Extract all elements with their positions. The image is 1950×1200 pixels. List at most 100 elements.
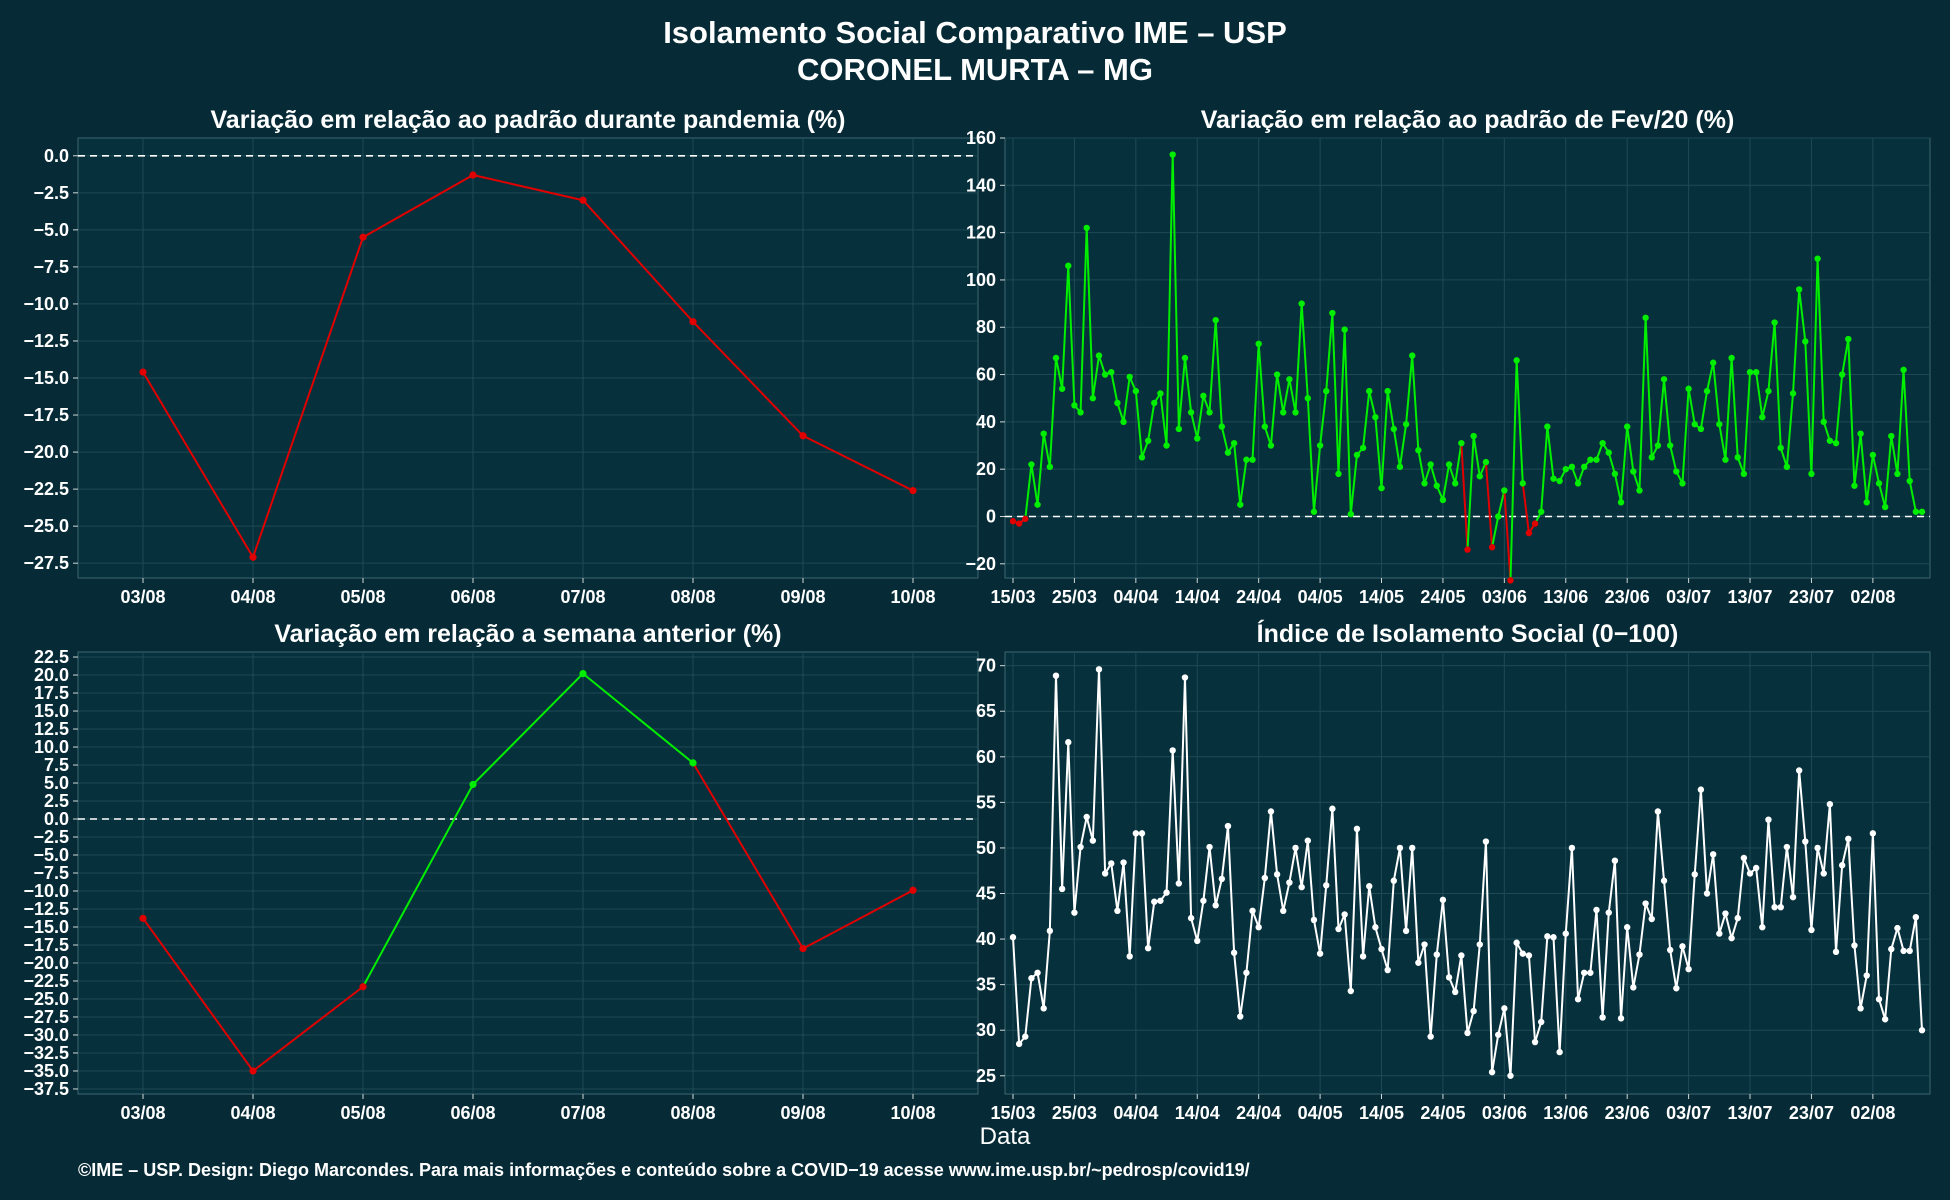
series-segment	[1233, 443, 1242, 505]
x-tick-label: 23/07	[1789, 587, 1834, 607]
series-segment	[582, 199, 694, 323]
y-tick-label: 20.0	[34, 665, 69, 685]
data-point	[1605, 909, 1612, 916]
data-point	[1495, 513, 1502, 520]
y-tick-label: −2.5	[33, 183, 69, 203]
data-point	[359, 233, 367, 241]
series-segment	[1288, 379, 1297, 413]
series-segment	[1632, 471, 1641, 491]
data-point	[1151, 399, 1158, 407]
series-segment	[1454, 955, 1463, 993]
series-segment	[1871, 833, 1881, 1000]
series-segment	[1454, 443, 1463, 484]
x-tick-label: 03/06	[1482, 587, 1527, 607]
data-point	[1292, 844, 1299, 852]
data-point	[1384, 387, 1391, 395]
series-segment	[1706, 362, 1715, 392]
x-tick-label: 02/08	[1850, 587, 1895, 607]
series-segment	[1878, 998, 1887, 1020]
data-point	[1599, 1014, 1606, 1021]
series-segment	[1626, 426, 1635, 472]
y-tick-label: 40	[976, 412, 996, 432]
y-tick-label: 25	[976, 1066, 996, 1086]
series-segment	[362, 783, 474, 988]
series-segment	[1693, 789, 1702, 875]
data-point	[1808, 926, 1815, 934]
series-segment	[1718, 424, 1727, 460]
panel-title: Variação em relação a semana anterior (%…	[274, 620, 781, 648]
data-point	[1636, 487, 1643, 494]
series-segment	[1140, 833, 1150, 949]
x-tick-label: 03/07	[1666, 1103, 1711, 1123]
data-point	[1918, 1027, 1926, 1034]
data-point	[1900, 366, 1907, 374]
data-point	[1083, 224, 1090, 232]
data-point	[1881, 1016, 1889, 1023]
data-point	[1851, 942, 1858, 949]
data-point	[1212, 316, 1219, 324]
series-segment	[1398, 847, 1408, 931]
plot-area	[1004, 137, 1931, 579]
data-point	[1630, 468, 1637, 475]
data-point	[249, 553, 257, 561]
data-point	[1623, 924, 1631, 931]
series-segment	[1263, 811, 1272, 879]
data-point	[1906, 947, 1913, 955]
data-point	[799, 432, 807, 440]
data-point	[1347, 510, 1355, 518]
data-point	[1009, 934, 1017, 941]
series-segment	[362, 174, 474, 239]
y-tick-label: −17.5	[23, 405, 69, 425]
series-segment	[1288, 847, 1297, 883]
data-point	[1144, 437, 1152, 444]
data-point	[1587, 969, 1594, 976]
series-segment	[1306, 398, 1315, 512]
x-axis-label: Data	[980, 1123, 1031, 1150]
data-point	[1421, 480, 1428, 487]
series-segment	[1564, 847, 1573, 934]
data-point	[1040, 1005, 1047, 1012]
series-segment	[1724, 357, 1733, 460]
y-tick-label: −30.0	[23, 1025, 69, 1045]
data-point	[1673, 468, 1680, 475]
data-point	[1335, 925, 1342, 933]
series-segment	[1079, 816, 1088, 848]
data-point	[1562, 930, 1569, 937]
data-point	[1531, 520, 1539, 527]
series-segment	[1847, 339, 1856, 486]
data-point	[1666, 442, 1674, 449]
series-segment	[1257, 343, 1266, 427]
x-tick-label: 03/08	[120, 1103, 165, 1123]
data-point	[1679, 943, 1686, 950]
data-point	[1138, 830, 1146, 837]
data-point	[1353, 825, 1361, 832]
series-segment	[1663, 379, 1672, 446]
y-tick-label: −20	[965, 554, 996, 574]
series-segment	[1331, 808, 1340, 930]
data-point	[1630, 984, 1637, 991]
series-segment	[1282, 379, 1291, 413]
data-point	[1249, 907, 1256, 915]
data-point	[1194, 937, 1201, 945]
data-point	[1329, 309, 1336, 317]
data-point	[1009, 518, 1017, 525]
y-tick-label: −10.0	[23, 294, 69, 314]
series-segment	[1368, 390, 1377, 418]
y-tick-label: −5.0	[33, 220, 69, 240]
series-segment	[1374, 417, 1383, 489]
data-point	[1034, 501, 1041, 508]
series-segment	[252, 236, 364, 558]
x-tick-label: 06/08	[450, 587, 495, 607]
series-segment	[1214, 320, 1223, 427]
series-segment	[1730, 917, 1739, 939]
data-point	[1163, 889, 1170, 896]
data-point	[1396, 844, 1404, 852]
data-point	[1789, 893, 1797, 901]
series-segment	[1294, 847, 1303, 888]
data-point	[1605, 449, 1612, 456]
data-point	[1623, 423, 1631, 430]
series-segment	[1724, 913, 1733, 939]
figure-title-line2: CORONEL MURTA – MG	[797, 52, 1153, 87]
data-point	[1077, 843, 1084, 851]
data-point	[1439, 496, 1447, 504]
